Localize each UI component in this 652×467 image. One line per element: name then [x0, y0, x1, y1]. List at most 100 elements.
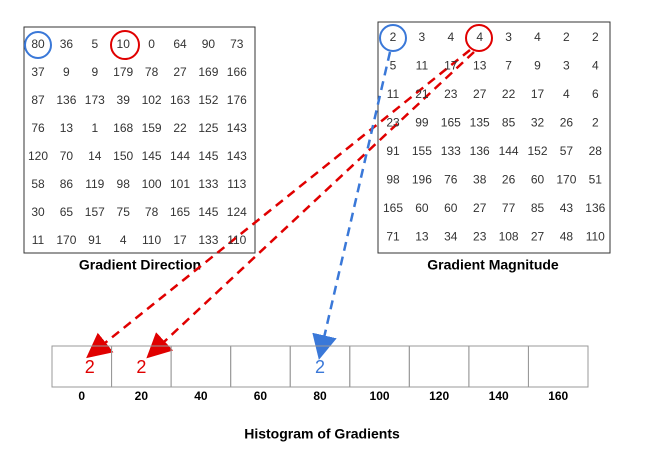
grid-cell: 76	[31, 121, 45, 135]
grid-cell: 4	[447, 30, 454, 44]
grid-cell: 32	[531, 116, 545, 130]
highlight-circle	[110, 30, 140, 60]
grid-cell: 17	[444, 59, 458, 73]
grid-cell: 143	[227, 149, 247, 163]
grid-cell: 76	[444, 173, 458, 187]
grid-cell: 7	[505, 59, 512, 73]
grid-cell: 133	[198, 177, 218, 191]
grid-cell: 37	[31, 65, 45, 79]
histogram-bin	[51, 345, 113, 388]
grid-cell: 60	[444, 201, 458, 215]
grid-cell: 135	[470, 116, 490, 130]
histogram-bin	[468, 345, 529, 388]
grid-cell: 5	[390, 59, 397, 73]
grid-cell: 125	[198, 121, 218, 135]
magnitude-label: Gradient Magnitude	[427, 257, 559, 273]
arrow	[86, 49, 471, 359]
grid-cell: 2	[563, 30, 570, 44]
grid-cell: 157	[85, 205, 105, 219]
grid-cell: 78	[145, 65, 159, 79]
direction-box	[23, 26, 256, 254]
grid-cell: 86	[60, 177, 74, 191]
grid-cell: 150	[113, 149, 133, 163]
grid-cell: 110	[586, 230, 605, 244]
grid-cell: 11	[416, 59, 429, 73]
grid-cell: 38	[473, 173, 487, 187]
grid-cell: 110	[227, 233, 246, 247]
grid-cell: 152	[527, 144, 547, 158]
grid-cell: 179	[113, 65, 133, 79]
histogram-bin	[527, 345, 589, 388]
grid-cell: 23	[473, 230, 487, 244]
grid-cell: 170	[556, 173, 576, 187]
grid-cell: 4	[592, 59, 599, 73]
grid-cell: 30	[31, 205, 45, 219]
grid-cell: 4	[563, 87, 570, 101]
grid-cell: 169	[198, 65, 218, 79]
bin-value: 2	[315, 357, 325, 377]
grid-cell: 145	[142, 149, 162, 163]
grid-cell: 110	[142, 233, 161, 247]
histogram-bin	[408, 345, 470, 388]
grid-cell: 2	[390, 30, 397, 44]
grid-cell: 77	[502, 201, 516, 215]
histogram-bin	[170, 345, 232, 388]
grid-cell: 165	[441, 116, 461, 130]
grid-cell: 51	[589, 173, 603, 187]
grid-cell: 2	[592, 30, 599, 44]
grid-cell: 168	[113, 121, 133, 135]
grid-cell: 21	[415, 87, 429, 101]
grid-cell: 23	[386, 116, 400, 130]
grid-cell: 2	[592, 116, 599, 130]
grid-cell: 144	[170, 149, 190, 163]
magnitude-box	[377, 21, 611, 254]
grid-cell: 133	[198, 233, 218, 247]
grid-cell: 120	[28, 149, 48, 163]
grid-cell: 136	[56, 93, 76, 107]
grid-cell: 60	[531, 173, 545, 187]
grid-cell: 48	[560, 230, 574, 244]
bin-label: 60	[254, 389, 268, 403]
direction-label: Gradient Direction	[79, 257, 201, 273]
grid-cell: 90	[202, 37, 216, 51]
grid-cell: 145	[198, 149, 218, 163]
histogram-bin	[349, 345, 410, 388]
grid-cell: 36	[60, 37, 74, 51]
grid-cell: 22	[173, 121, 187, 135]
grid-cell: 57	[560, 144, 574, 158]
grid-cell: 17	[173, 233, 187, 247]
grid-cell: 165	[383, 201, 403, 215]
grid-cell: 9	[534, 59, 541, 73]
grid-cell: 85	[531, 201, 545, 215]
histogram-title: Histogram of Gradients	[244, 426, 400, 442]
grid-cell: 26	[502, 173, 516, 187]
grid-cell: 119	[85, 177, 104, 191]
grid-cell: 101	[170, 177, 190, 191]
bin-label: 20	[135, 389, 149, 403]
grid-cell: 65	[60, 205, 74, 219]
highlight-circle	[379, 24, 407, 52]
grid-cell: 9	[91, 65, 98, 79]
grid-cell: 27	[473, 87, 487, 101]
grid-cell: 124	[227, 205, 247, 219]
arrow	[312, 51, 392, 360]
grid-cell: 3	[419, 30, 426, 44]
grid-cell: 3	[563, 59, 570, 73]
grid-cell: 28	[589, 144, 603, 158]
grid-cell: 6	[592, 87, 599, 101]
grid-cell: 159	[142, 121, 162, 135]
bin-value: 2	[136, 357, 146, 377]
grid-cell: 70	[60, 149, 74, 163]
bin-label: 160	[548, 389, 568, 403]
grid-cell: 133	[441, 144, 461, 158]
grid-cell: 27	[531, 230, 545, 244]
grid-cell: 173	[85, 93, 105, 107]
bin-label: 140	[489, 389, 509, 403]
bin-value: 2	[85, 357, 95, 377]
grid-cell: 3	[505, 30, 512, 44]
histogram-bin	[230, 345, 291, 388]
grid-cell: 11	[32, 233, 45, 247]
bin-label: 0	[78, 389, 85, 403]
grid-cell: 58	[31, 177, 45, 191]
grid-cell: 60	[415, 201, 429, 215]
